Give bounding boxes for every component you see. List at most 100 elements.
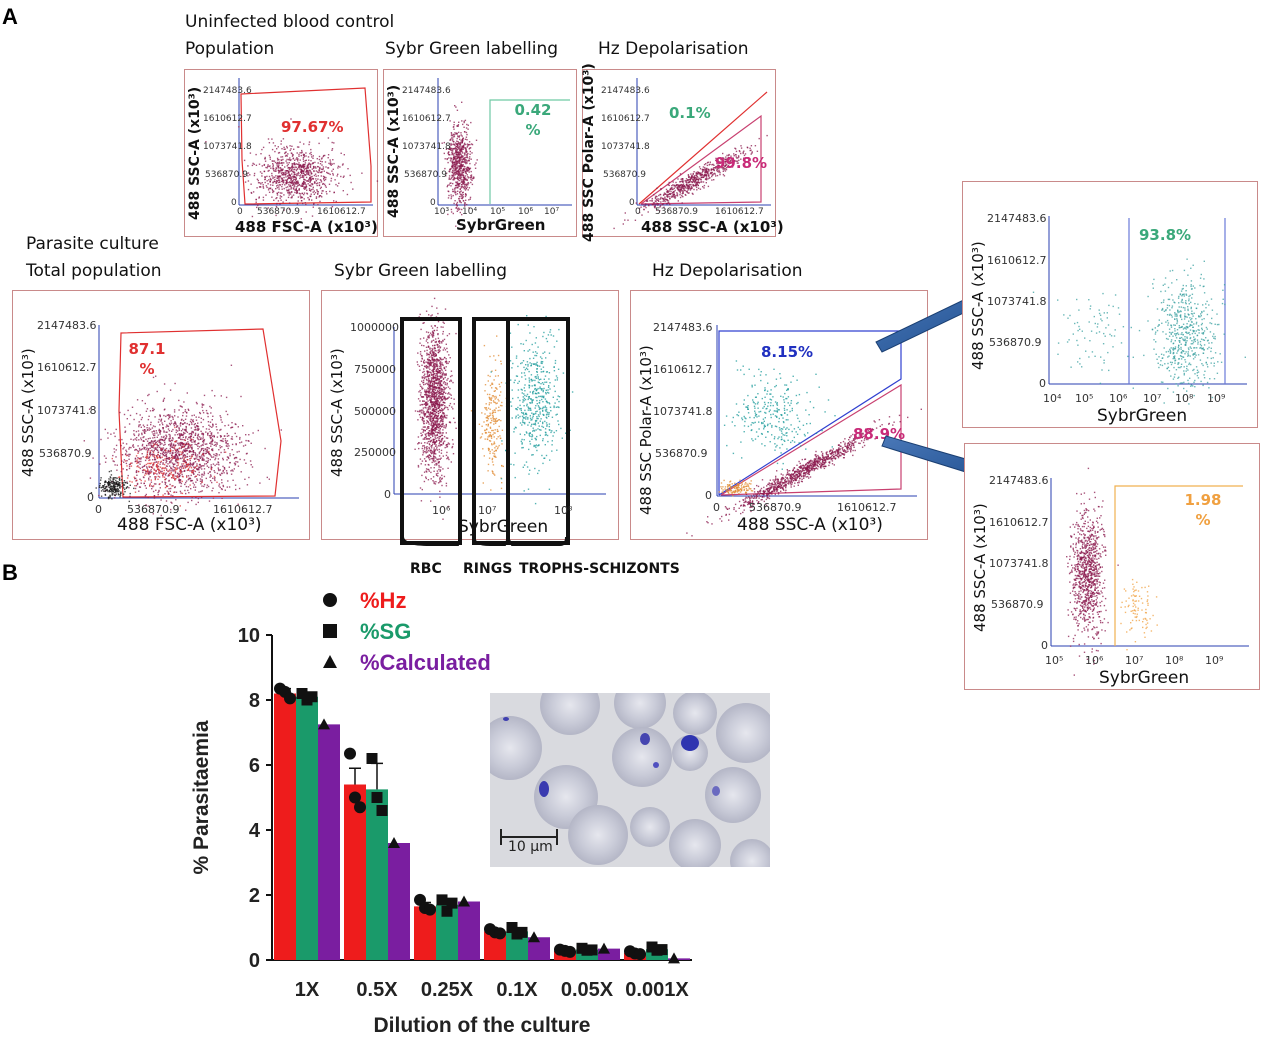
uninfected-sybr-canvas <box>437 78 572 227</box>
scatter-cloud <box>111 426 227 507</box>
y-tick: 536870.9 <box>989 336 1042 349</box>
y-tick: 1610612.7 <box>402 114 451 124</box>
scatter-cloud <box>718 479 754 497</box>
right-top-plot: 2147483.6 1610612.7 1073741.8 536870.9 0… <box>962 181 1258 428</box>
y-axis-label: 488 SSC Polar-A (x10³) <box>637 345 655 515</box>
data-point <box>306 691 318 703</box>
y-axis-label: 488 SSC-A (x10³) <box>328 348 346 477</box>
y-tick: 536870.9 <box>655 447 708 460</box>
population-gate <box>240 87 372 205</box>
x-tick: 0 <box>635 207 641 217</box>
x-axis-label: SybrGreen <box>1097 406 1188 426</box>
parasite-4 <box>653 762 659 768</box>
y-tick: 1073741.8 <box>37 404 97 417</box>
x-tick-label: 0.25X <box>421 979 474 1001</box>
y-tick: 2147483.6 <box>653 321 713 334</box>
x-tick: 10⁹ <box>1205 654 1224 667</box>
y-tick: 1610612.7 <box>37 361 97 374</box>
y-tick: 1073741.8 <box>402 142 451 152</box>
x-tick: 0 <box>713 501 720 514</box>
gate-rbc <box>400 317 462 545</box>
x-tick: 10⁶ <box>1085 654 1104 667</box>
scatter-cloud <box>1032 291 1158 389</box>
gate-label-rbc: RBC <box>410 561 442 577</box>
legend-marker-square <box>323 624 337 638</box>
bar-sg <box>436 904 458 960</box>
right-top-percent: 93.8% <box>1139 226 1192 244</box>
x-tick: 1610612.7 <box>317 207 366 217</box>
data-point <box>458 895 470 907</box>
y-tick: 1610612.7 <box>987 254 1047 267</box>
parasite-2 <box>681 735 699 751</box>
blood-smear-micrograph: 10 µm <box>490 693 770 867</box>
x-tick: 10⁷ <box>1143 392 1162 405</box>
data-point <box>388 837 400 848</box>
data-point <box>366 753 378 764</box>
data-point <box>598 942 610 954</box>
scatter-cloud <box>90 470 135 503</box>
y-tick: 0 <box>384 488 391 501</box>
uninfected-population-caption: Population <box>185 39 275 59</box>
parasite-sybr-caption: Sybr Green labelling <box>334 261 508 281</box>
bar-calculated <box>458 901 480 960</box>
right-bottom-canvas <box>1050 467 1249 676</box>
y-tick: 2147483.6 <box>402 86 451 96</box>
scatter-cloud <box>470 335 509 491</box>
data-point <box>424 903 436 916</box>
bar-calculated <box>388 843 410 960</box>
panel-letter-b: B <box>2 560 18 585</box>
y-tick: 0 <box>231 198 237 208</box>
y-tick: 536870.9 <box>603 170 646 180</box>
y-tick: 0 <box>1041 639 1048 652</box>
y-tick: 1073741.8 <box>987 295 1047 308</box>
data-point <box>494 927 506 940</box>
uninfected-hz-plot: 2147483.6 1610612.7 1073741.8 536870.9 0… <box>581 63 784 242</box>
y-tick: 2147483.6 <box>601 86 650 96</box>
uninfected-sybr-caption: Sybr Green labelling <box>385 39 559 59</box>
x-tick: 536870.9 <box>749 501 802 514</box>
hz-percent-top: 8.15% <box>761 343 814 361</box>
y-tick: 1073741.8 <box>989 557 1049 570</box>
x-axis-label: SybrGreen <box>1099 668 1190 688</box>
x-tick: 10⁹ <box>1207 392 1226 405</box>
parasite-total-caption: Total population <box>26 261 162 281</box>
x-tick: 1610612.7 <box>837 501 897 514</box>
scatter-cloud <box>613 134 768 230</box>
y-tick: 2147483.6 <box>37 319 97 332</box>
data-point <box>296 688 308 699</box>
x-tick: 536870.9 <box>257 207 300 217</box>
x-tick: 10⁶ <box>1109 392 1128 405</box>
bar-hz <box>274 693 296 960</box>
hz-gate-bottom <box>640 114 762 205</box>
population-percent: 97.67% <box>281 118 344 136</box>
data-point <box>284 692 296 705</box>
scatter-cloud <box>1066 467 1119 676</box>
gate-label-trophs: TROPHS-SCHIZONTS <box>519 561 680 577</box>
x-tick: 0 <box>95 503 102 516</box>
data-point <box>344 747 356 760</box>
parasite-sybr-plot: 1000000 750000 500000 250000 0 10⁶ 10⁷ 1… <box>321 290 619 545</box>
parasite-total-canvas <box>83 325 299 519</box>
data-point <box>446 897 458 909</box>
data-point <box>376 805 388 816</box>
data-point <box>371 792 383 803</box>
sybr-gate <box>489 99 570 204</box>
parasite-total-plot: 2147483.6 1610612.7 1073741.8 536870.9 0… <box>12 290 310 540</box>
scatter-cloud <box>490 315 574 505</box>
y-axis-label: 488 SSC-A (x10³) <box>19 348 37 477</box>
x-tick: 10⁵ <box>1075 392 1094 405</box>
data-point <box>506 922 518 933</box>
data-point <box>668 952 680 964</box>
gate-orange <box>1114 485 1243 646</box>
data-point <box>354 801 366 814</box>
y-tick: 500000 <box>354 405 396 418</box>
uninfected-population-plot: 2147483.6 1610612.7 1073741.8 536870.9 0… <box>184 69 379 237</box>
y-tick: 1610612.7 <box>653 363 713 376</box>
x-axis-label: Dilution of the culture <box>374 1014 591 1037</box>
bar-hz <box>344 784 366 960</box>
uninfected-hz-canvas <box>613 78 771 230</box>
uninfected-sybr-plot: 2147483.6 1610612.7 1073741.8 536870.9 0… <box>383 69 577 237</box>
y-tick: 1073741.8 <box>653 405 713 418</box>
data-point <box>441 905 453 917</box>
legend-label: %Hz <box>360 588 406 613</box>
